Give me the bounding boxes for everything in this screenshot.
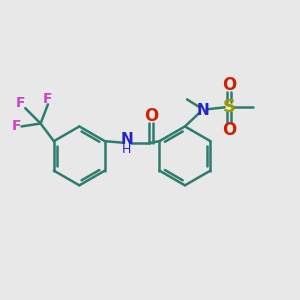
Text: O: O [144,107,158,125]
Text: S: S [223,98,236,116]
Text: N: N [120,132,133,147]
Text: O: O [222,121,236,139]
Text: N: N [196,103,209,118]
Text: F: F [11,119,21,134]
Text: O: O [222,76,236,94]
Text: F: F [16,96,26,110]
Text: H: H [122,142,131,156]
Text: F: F [43,92,53,106]
